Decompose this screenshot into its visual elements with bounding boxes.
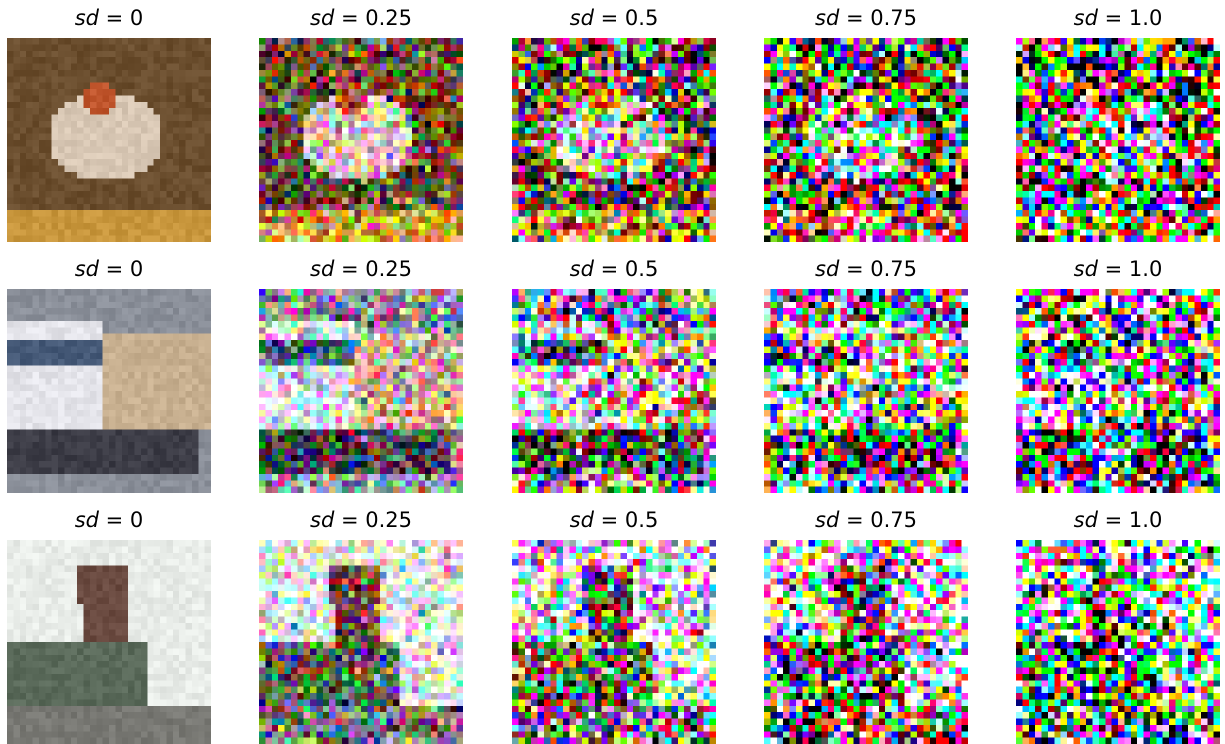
title-value: 0.75 <box>870 6 917 30</box>
title-value: 0 <box>129 6 144 30</box>
panel-title: sd = 0 <box>7 251 211 287</box>
title-value: 1.0 <box>1128 257 1163 281</box>
title-equals: = <box>593 508 625 532</box>
panel-title: sd = 0 <box>7 502 211 538</box>
image-panel <box>764 38 968 242</box>
title-equals: = <box>1097 508 1129 532</box>
title-equals: = <box>593 6 625 30</box>
panel-title: sd = 0.75 <box>764 0 968 36</box>
title-variable: sd <box>569 6 594 30</box>
image-panel <box>259 540 463 744</box>
panel-title: sd = 0.5 <box>512 502 716 538</box>
title-equals: = <box>1097 6 1129 30</box>
panel-title: sd = 0.25 <box>259 0 463 36</box>
title-equals: = <box>334 508 366 532</box>
title-value: 0 <box>129 257 144 281</box>
panel-title: sd = 0.5 <box>512 0 716 36</box>
panel-title: sd = 0.75 <box>764 502 968 538</box>
title-value: 0.75 <box>870 508 917 532</box>
title-variable: sd <box>310 257 335 281</box>
title-variable: sd <box>569 508 594 532</box>
title-variable: sd <box>74 508 99 532</box>
title-variable: sd <box>1073 257 1098 281</box>
title-value: 1.0 <box>1128 6 1163 30</box>
title-variable: sd <box>815 508 840 532</box>
image-panel <box>1016 540 1220 744</box>
image-panel <box>512 540 716 744</box>
panel-title: sd = 0.5 <box>512 251 716 287</box>
title-value: 0.5 <box>624 508 659 532</box>
title-value: 1.0 <box>1128 508 1163 532</box>
noise-image-grid: sd = 0 sd = 0.25 sd = 0.5 sd = 0.75 sd =… <box>7 0 1220 744</box>
title-value: 0 <box>129 508 144 532</box>
title-value: 0.25 <box>365 508 412 532</box>
title-value: 0.5 <box>624 6 659 30</box>
image-panel <box>1016 289 1220 493</box>
title-variable: sd <box>310 6 335 30</box>
title-variable: sd <box>310 508 335 532</box>
title-value: 0.5 <box>624 257 659 281</box>
image-panel <box>259 289 463 493</box>
panel-title: sd = 0 <box>7 0 211 36</box>
panel-title: sd = 1.0 <box>1016 502 1220 538</box>
image-panel <box>7 289 211 493</box>
title-equals: = <box>593 257 625 281</box>
image-panel <box>764 540 968 744</box>
title-variable: sd <box>815 257 840 281</box>
title-equals: = <box>98 508 130 532</box>
image-panel <box>512 38 716 242</box>
panel-title: sd = 1.0 <box>1016 251 1220 287</box>
panel-title: sd = 0.25 <box>259 251 463 287</box>
title-variable: sd <box>1073 508 1098 532</box>
title-equals: = <box>98 6 130 30</box>
title-variable: sd <box>74 6 99 30</box>
title-variable: sd <box>74 257 99 281</box>
title-equals: = <box>839 6 871 30</box>
image-panel <box>259 38 463 242</box>
title-equals: = <box>334 257 366 281</box>
title-value: 0.25 <box>365 6 412 30</box>
image-panel <box>7 540 211 744</box>
title-equals: = <box>334 6 366 30</box>
title-variable: sd <box>1073 6 1098 30</box>
title-equals: = <box>98 257 130 281</box>
image-panel <box>1016 38 1220 242</box>
title-value: 0.75 <box>870 257 917 281</box>
title-value: 0.25 <box>365 257 412 281</box>
panel-title: sd = 0.75 <box>764 251 968 287</box>
image-panel <box>7 38 211 242</box>
image-panel <box>512 289 716 493</box>
panel-title: sd = 0.25 <box>259 502 463 538</box>
title-equals: = <box>1097 257 1129 281</box>
title-variable: sd <box>569 257 594 281</box>
image-panel <box>764 289 968 493</box>
title-equals: = <box>839 508 871 532</box>
title-variable: sd <box>815 6 840 30</box>
title-equals: = <box>839 257 871 281</box>
panel-title: sd = 1.0 <box>1016 0 1220 36</box>
